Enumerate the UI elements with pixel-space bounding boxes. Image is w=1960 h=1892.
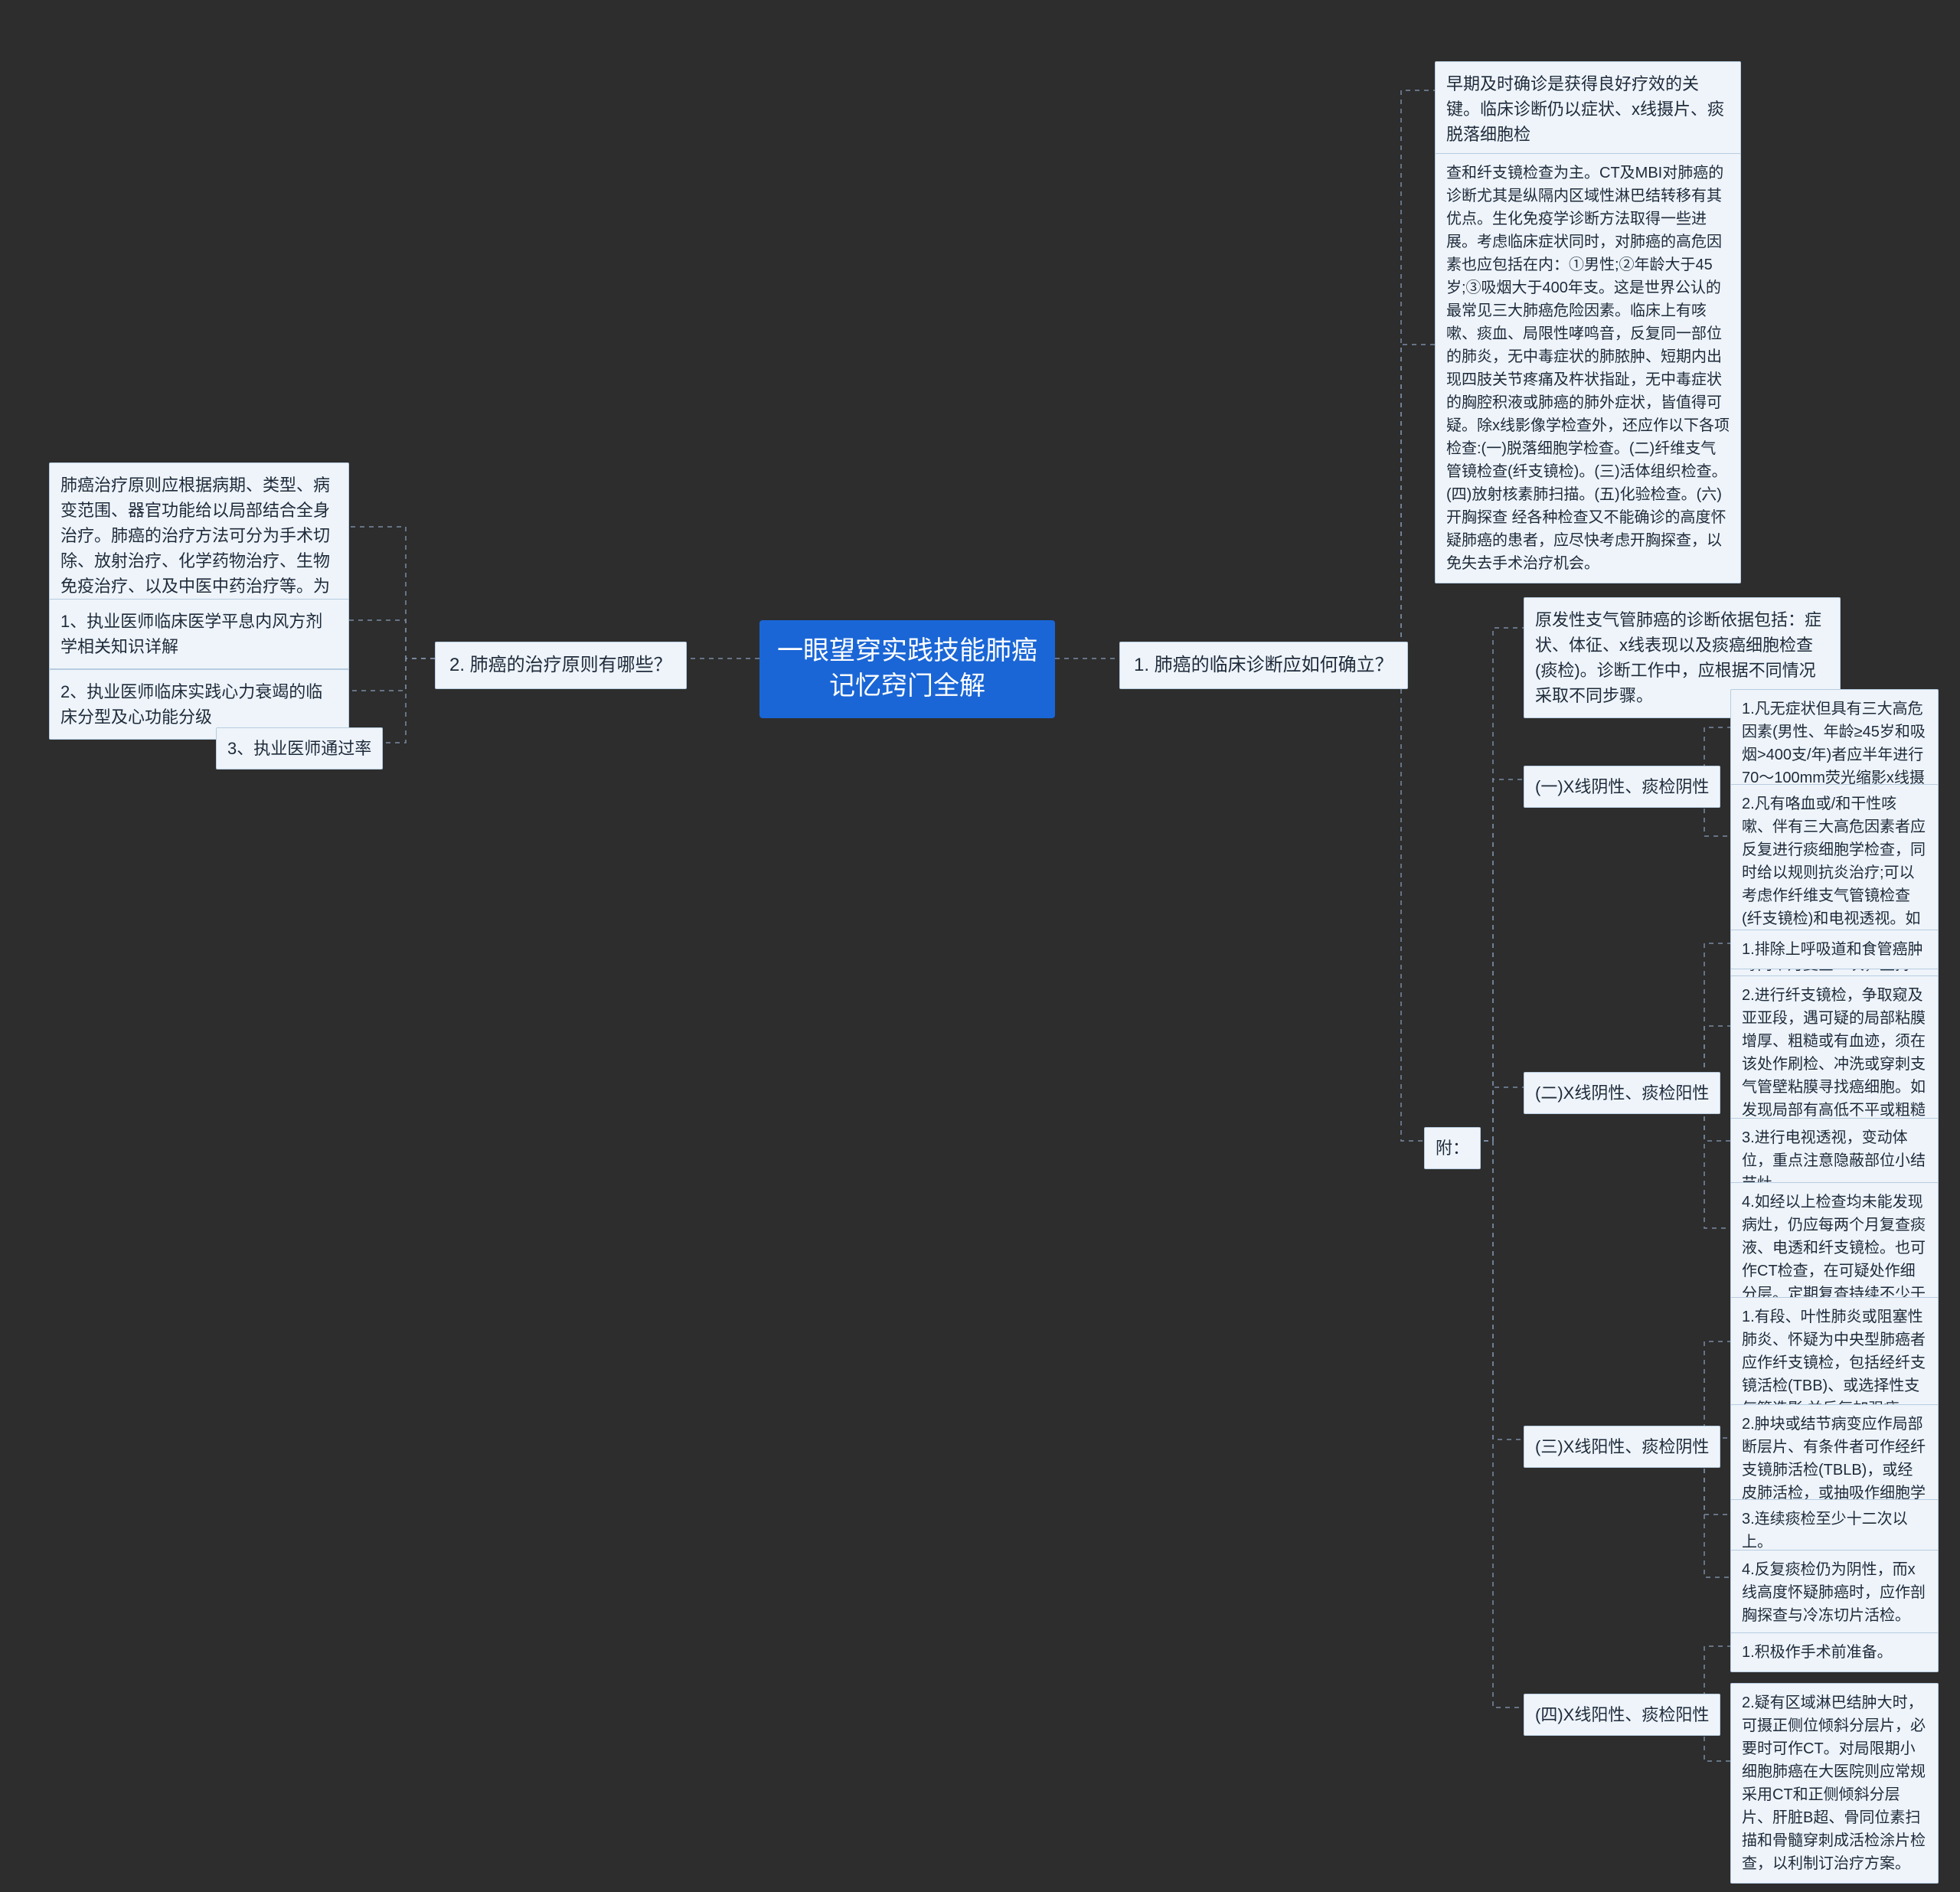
- left-child-3[interactable]: 3、执业医师通过率: [216, 727, 383, 770]
- branch-right-label[interactable]: 1. 肺癌的临床诊断应如何确立？: [1119, 642, 1408, 689]
- group-1-label[interactable]: (一)X线阴性、痰检阴性: [1524, 766, 1720, 808]
- group-4-item-1[interactable]: 2.疑有区域淋巴结肿大时，可摄正侧位倾斜分层片，必要时可作CT。对局限期小细胞肺…: [1730, 1683, 1939, 1884]
- group-2-label[interactable]: (二)X线阴性、痰检阳性: [1524, 1072, 1720, 1114]
- group-2-item-0[interactable]: 1.排除上呼吸道和食管癌肿: [1730, 930, 1939, 969]
- attach-label[interactable]: 附：: [1424, 1127, 1481, 1169]
- group-4-label[interactable]: (四)X线阳性、痰检阳性: [1524, 1694, 1720, 1736]
- right-child-1[interactable]: 查和纤支镜检查为主。CT及MBI对肺癌的诊断尤其是纵隔内区域性淋巴结转移有其优点…: [1435, 153, 1741, 583]
- root-node[interactable]: 一眼望穿实践技能肺癌记忆窍门全解: [760, 620, 1055, 718]
- branch-left-label[interactable]: 2. 肺癌的治疗原则有哪些？: [435, 642, 687, 689]
- mindmap-canvas: 一眼望穿实践技能肺癌记忆窍门全解 2. 肺癌的治疗原则有哪些？ 肺癌治疗原则应根…: [0, 0, 1960, 1892]
- group-3-item-3[interactable]: 4.反复痰检仍为阴性，而x线高度怀疑肺癌时，应作剖胸探查与冷冻切片活检。: [1730, 1550, 1939, 1635]
- left-child-1[interactable]: 1、执业医师临床医学平息内风方剂学相关知识详解: [49, 599, 349, 669]
- group-1-item-1[interactable]: 2.凡有咯血或/和干性咳嗽、伴有三大高危因素者应反复进行痰细胞学检查，同时给以规…: [1730, 784, 1939, 1008]
- group-4-item-0[interactable]: 1.积极作手术前准备。: [1730, 1632, 1939, 1672]
- right-child-0[interactable]: 早期及时确诊是获得良好疗效的关键。临床诊断仍以症状、x线摄片、痰脱落细胞检: [1435, 61, 1741, 157]
- group-3-label[interactable]: (三)X线阳性、痰检阴性: [1524, 1426, 1720, 1468]
